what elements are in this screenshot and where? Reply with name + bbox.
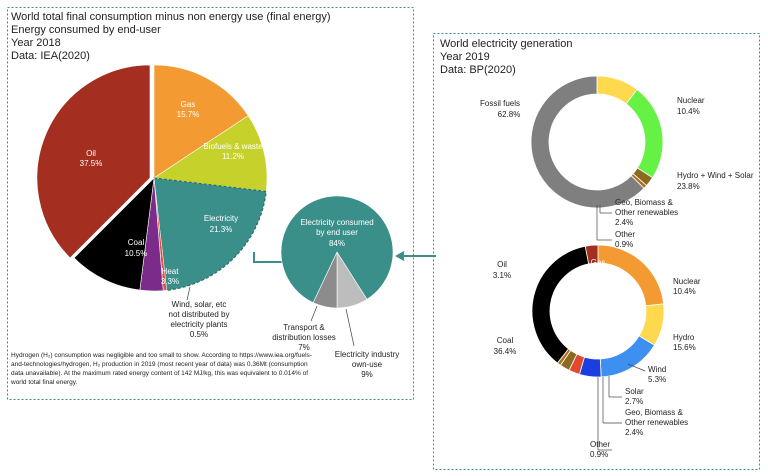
donut-top <box>530 75 664 209</box>
label-consumed-line1: Electricity consumed <box>300 218 373 227</box>
bottom-label-wind-value: 5.3% <box>648 375 666 384</box>
donut-slice-fossil-fuels <box>530 75 645 209</box>
bottom-label-other-name: Other <box>590 440 610 449</box>
bottom-label-solar-value: 2.7% <box>625 397 643 406</box>
bottom-label-geo-line2: Other renewables <box>625 418 688 427</box>
top-label-hws-value: 23.8% <box>677 182 700 191</box>
right-source: Data: BP(2020) <box>440 64 516 76</box>
right-panel-border <box>433 33 760 470</box>
label-electricity-name: Electricity <box>204 214 238 223</box>
bottom-label-geo-value: 2.4% <box>625 428 643 437</box>
bottom-label-gas-name: Gas <box>591 258 606 267</box>
top-label-other-value: 0.9% <box>615 240 633 249</box>
label-electricity-value: 21.3% <box>210 225 233 234</box>
label-coal-value: 10.5% <box>125 249 148 258</box>
electricity-connector <box>253 252 286 263</box>
left-year: Year 2018 <box>11 37 61 49</box>
donut-slice-hydro <box>599 335 656 378</box>
left-source: Data: IEA(2020) <box>11 50 90 62</box>
label-consumed-value: 84% <box>329 239 345 248</box>
label-biofuels-value: 11.2% <box>222 152 244 161</box>
left-title: World total final consumption minus non … <box>11 11 331 23</box>
bottom-label-oil-name: Oil <box>497 260 507 269</box>
bottom-label-coal-value: 36.4% <box>494 347 517 356</box>
bottom-label-hydro-value: 15.6% <box>673 343 696 352</box>
bottom-label-hydro-name: Hydro <box>673 333 695 342</box>
top-label-hws-name: Hydro + Wind + Solar <box>677 171 754 180</box>
label-wind-line1: Wind, solar, etc <box>172 300 227 309</box>
note-line3: data unavailable). At the maximum rated … <box>11 370 308 377</box>
bottom-label-nuclear-value: 10.4% <box>673 287 696 296</box>
label-wind-value: 0.5% <box>190 330 208 339</box>
top-label-nuclear-name: Nuclear <box>677 96 705 105</box>
label-gas-name: Gas <box>181 100 196 109</box>
top-label-geo-line1: Geo, Biomass & <box>615 198 673 207</box>
left-subtitle: Energy consumed by end-user <box>11 24 161 36</box>
bottom-label-oil-value: 3.1% <box>493 271 511 280</box>
top-label-fossil-value: 62.8% <box>498 110 521 119</box>
label-biofuels-name: Biofuels & waste <box>203 142 263 151</box>
left-panel-border <box>7 7 414 400</box>
wind-leader-line <box>186 286 191 301</box>
note-line2: and-technologies/hydrogen, H₂ production… <box>11 361 308 368</box>
label-gas-value: 15.7% <box>177 110 200 119</box>
sub-slice-consumed <box>280 195 394 304</box>
right-title: World electricity generation <box>440 38 572 50</box>
bottom-label-solar-name: Solar <box>625 387 644 396</box>
top-label-fossil-name: Fossil fuels <box>480 99 520 108</box>
note-line4: world total final energy. <box>10 379 78 386</box>
top-label-geo-line2: Other renewables <box>615 208 678 217</box>
top-label-nuclear-value: 10.4% <box>677 107 700 116</box>
bottom-label-nuclear-name: Nuclear <box>673 277 701 286</box>
label-oil-name: Oil <box>86 149 96 158</box>
pie-slice-biofuels-waste <box>153 115 268 192</box>
note-line1: Hydrogen (H₂) consumption was negligible… <box>11 352 312 359</box>
label-ownuse-line2: own-use <box>352 360 383 369</box>
label-wind-line3: electricity plants <box>171 320 228 329</box>
donut-slice-coal <box>531 245 590 364</box>
bottom-label-geo-line1: Geo, Biomass & <box>625 408 683 417</box>
donut-slice-oil <box>584 244 599 265</box>
transport-leader-line <box>310 305 318 322</box>
label-wind-line2: not distributed by <box>169 310 230 319</box>
label-consumed-line2: by end user <box>316 228 358 237</box>
main-pie <box>36 64 268 292</box>
label-ownuse-value: 9% <box>361 370 373 379</box>
bottom-label-other-value: 0.9% <box>590 450 608 459</box>
label-transport-line2: distribution losses <box>272 333 336 342</box>
label-oil-value: 37.5% <box>80 159 103 168</box>
pie-slice-gas <box>153 64 249 179</box>
label-transport-value: 7% <box>298 343 310 352</box>
label-heat-value: 3.3% <box>161 277 179 286</box>
right-year: Year 2019 <box>440 51 490 63</box>
label-transport-line1: Transport & <box>283 323 325 332</box>
bottom-label-wind-name: Wind <box>648 365 666 374</box>
label-heat-name: Heat <box>162 267 180 276</box>
donut-bottom <box>531 244 665 378</box>
label-coal-name: Coal <box>128 238 145 247</box>
ownuse-leader-line <box>345 308 355 347</box>
generation-arrow-head <box>395 251 404 261</box>
pie-slice-coal <box>73 177 155 291</box>
pie-slice-electricity <box>153 177 267 291</box>
bottom-label-coal-name: Coal <box>497 336 514 345</box>
top-label-geo-value: 2.4% <box>615 218 633 227</box>
bottom-label-gas-value: 23.3% <box>587 268 610 277</box>
pie-slice-oil <box>36 64 151 259</box>
top-label-other-name: Other <box>615 230 635 239</box>
bottom-wind-leader <box>627 363 646 372</box>
sub-pie <box>280 195 394 309</box>
donut-slice-hydro-wind-solar <box>625 88 664 179</box>
label-ownuse-line1: Electricity industry <box>335 350 399 359</box>
